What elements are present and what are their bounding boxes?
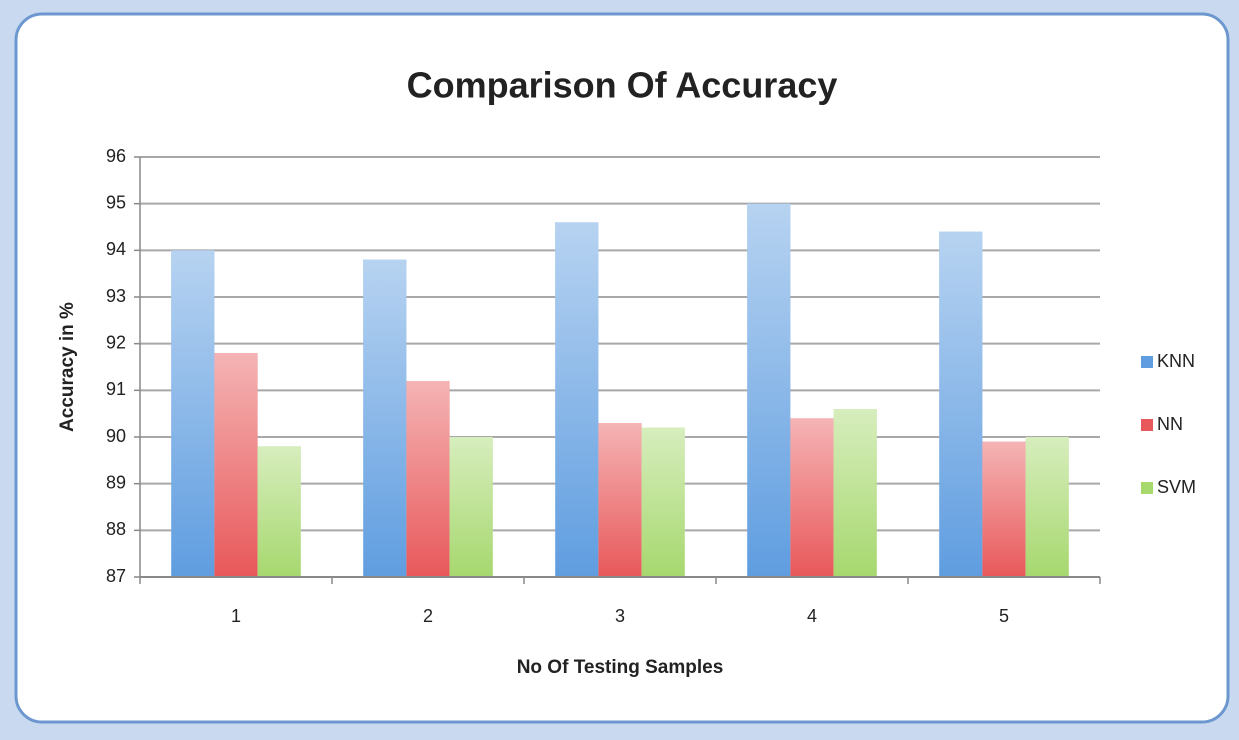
chart-area bbox=[14, 12, 1230, 724]
legend-label: SVM bbox=[1157, 477, 1196, 497]
bar-shine bbox=[449, 437, 493, 577]
bar-shine bbox=[833, 409, 877, 577]
bar-shine bbox=[363, 259, 407, 577]
legend-swatch bbox=[1141, 482, 1153, 494]
legend-label: NN bbox=[1157, 414, 1183, 434]
legend-swatch bbox=[1141, 356, 1153, 368]
bar-shine bbox=[790, 418, 834, 577]
y-tick-label: 96 bbox=[106, 146, 126, 166]
x-tick-label: 4 bbox=[807, 606, 817, 626]
bar-shine bbox=[555, 222, 599, 578]
bar-shine bbox=[171, 250, 215, 578]
bar-shine bbox=[939, 231, 983, 577]
x-tick-label: 3 bbox=[615, 606, 625, 626]
y-tick-label: 94 bbox=[106, 239, 126, 259]
legend-label: KNN bbox=[1157, 351, 1195, 371]
y-tick-label: 95 bbox=[106, 192, 126, 212]
bar-shine bbox=[214, 353, 258, 577]
y-tick-label: 89 bbox=[106, 472, 126, 492]
chart-title: Comparison Of Accuracy bbox=[407, 65, 838, 106]
bar-shine bbox=[257, 446, 301, 577]
y-tick-label: 91 bbox=[106, 379, 126, 399]
legend-swatch bbox=[1141, 419, 1153, 431]
x-tick-label: 2 bbox=[423, 606, 433, 626]
y-tick-label: 87 bbox=[106, 566, 126, 586]
y-tick-label: 90 bbox=[106, 426, 126, 446]
y-tick-label: 88 bbox=[106, 519, 126, 539]
bar-shine bbox=[406, 381, 450, 577]
bar-shine bbox=[982, 441, 1026, 577]
y-tick-label: 93 bbox=[106, 286, 126, 306]
bar-shine bbox=[1025, 437, 1069, 577]
y-tick-label: 92 bbox=[106, 332, 126, 352]
bar-shine bbox=[747, 203, 791, 577]
x-tick-label: 5 bbox=[999, 606, 1009, 626]
bar-shine bbox=[598, 423, 642, 577]
y-axis-title: Accuracy in % bbox=[57, 302, 78, 432]
bar-shine bbox=[641, 427, 685, 577]
x-tick-label: 1 bbox=[231, 606, 241, 626]
x-axis-title: No Of Testing Samples bbox=[517, 657, 724, 678]
